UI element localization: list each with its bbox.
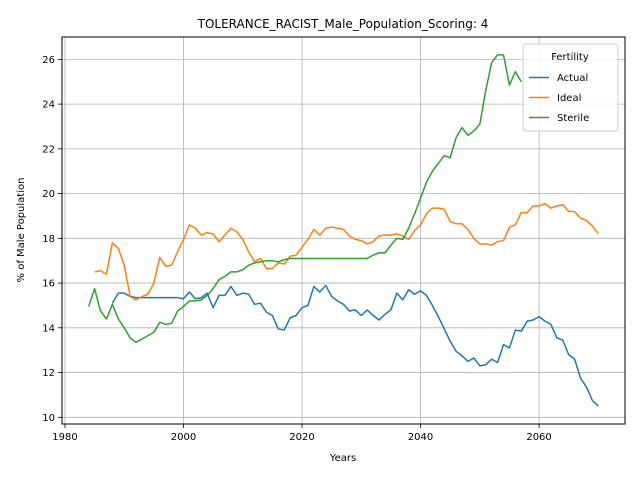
- y-tick-label: 16: [42, 279, 55, 290]
- y-tick-label: 26: [42, 55, 55, 66]
- x-tick-label: 2020: [289, 432, 314, 443]
- x-tick-label: 2000: [171, 432, 196, 443]
- x-tick-label: 2040: [408, 432, 433, 443]
- plot-area-frame: [61, 36, 626, 425]
- y-tick-label: 22: [42, 144, 55, 155]
- legend-label-actual: Actual: [557, 73, 588, 84]
- x-axis-ticks: 1980 2000 2020 2040 2060: [52, 424, 552, 443]
- legend-label-ideal: Ideal: [557, 93, 581, 104]
- series-line-ideal: [94, 202, 599, 301]
- y-tick-label: 12: [42, 368, 55, 379]
- chart-title: TOLERANCE_RACIST_Male_Population_Scoring…: [197, 17, 489, 31]
- series-lines: [87, 54, 599, 407]
- series-line-sterile: [87, 54, 522, 344]
- x-tick-label: 1980: [52, 432, 77, 443]
- series-line-actual: [111, 284, 599, 407]
- y-axis-ticks: 10 12 14 16 18 20 22 24 26: [42, 55, 62, 424]
- x-tick-label: 2060: [526, 432, 551, 443]
- legend-title: Fertility: [551, 52, 589, 63]
- y-tick-label: 24: [42, 100, 55, 111]
- y-tick-label: 14: [42, 323, 55, 334]
- legend: Fertility Actual Ideal Sterile: [522, 43, 619, 132]
- legend-frame: [522, 43, 619, 132]
- y-tick-label: 20: [42, 189, 55, 200]
- y-axis-title: % of Male Population: [16, 178, 27, 283]
- x-axis-title: Years: [329, 453, 356, 464]
- legend-label-sterile: Sterile: [557, 113, 589, 124]
- y-tick-label: 18: [42, 234, 55, 245]
- y-tick-label: 10: [42, 413, 55, 424]
